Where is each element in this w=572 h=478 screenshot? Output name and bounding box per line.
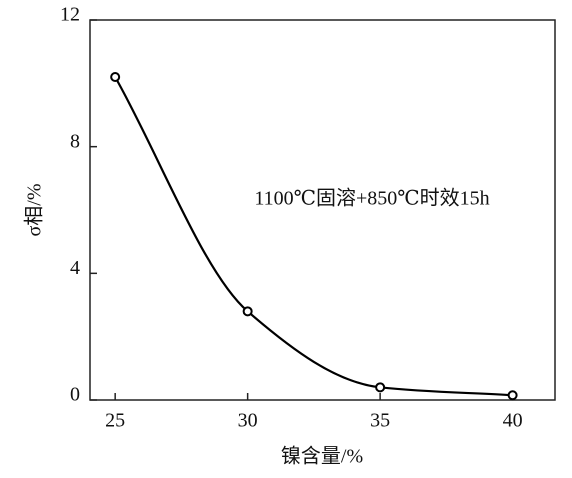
y-axis-label: σ相/% — [23, 184, 46, 237]
x-tick-label: 25 — [105, 410, 125, 432]
y-tick-label: 8 — [70, 130, 80, 152]
curve — [114, 76, 513, 397]
x-axis-label: 镍含量/% — [281, 445, 363, 468]
marker — [110, 72, 121, 82]
marker — [507, 390, 518, 401]
marker — [242, 306, 253, 317]
x-tick-label: 30 — [238, 410, 258, 432]
annotation: 1100℃固溶+850℃时效15h — [254, 187, 489, 210]
x-tick-label: 40 — [503, 410, 523, 432]
x-tick-label: 35 — [370, 410, 390, 432]
y-tick-label: 0 — [70, 384, 80, 406]
marker — [375, 382, 386, 393]
y-tick-label: 4 — [70, 257, 80, 279]
y-tick-label: 12 — [60, 4, 80, 26]
plot-frame — [89, 19, 556, 401]
